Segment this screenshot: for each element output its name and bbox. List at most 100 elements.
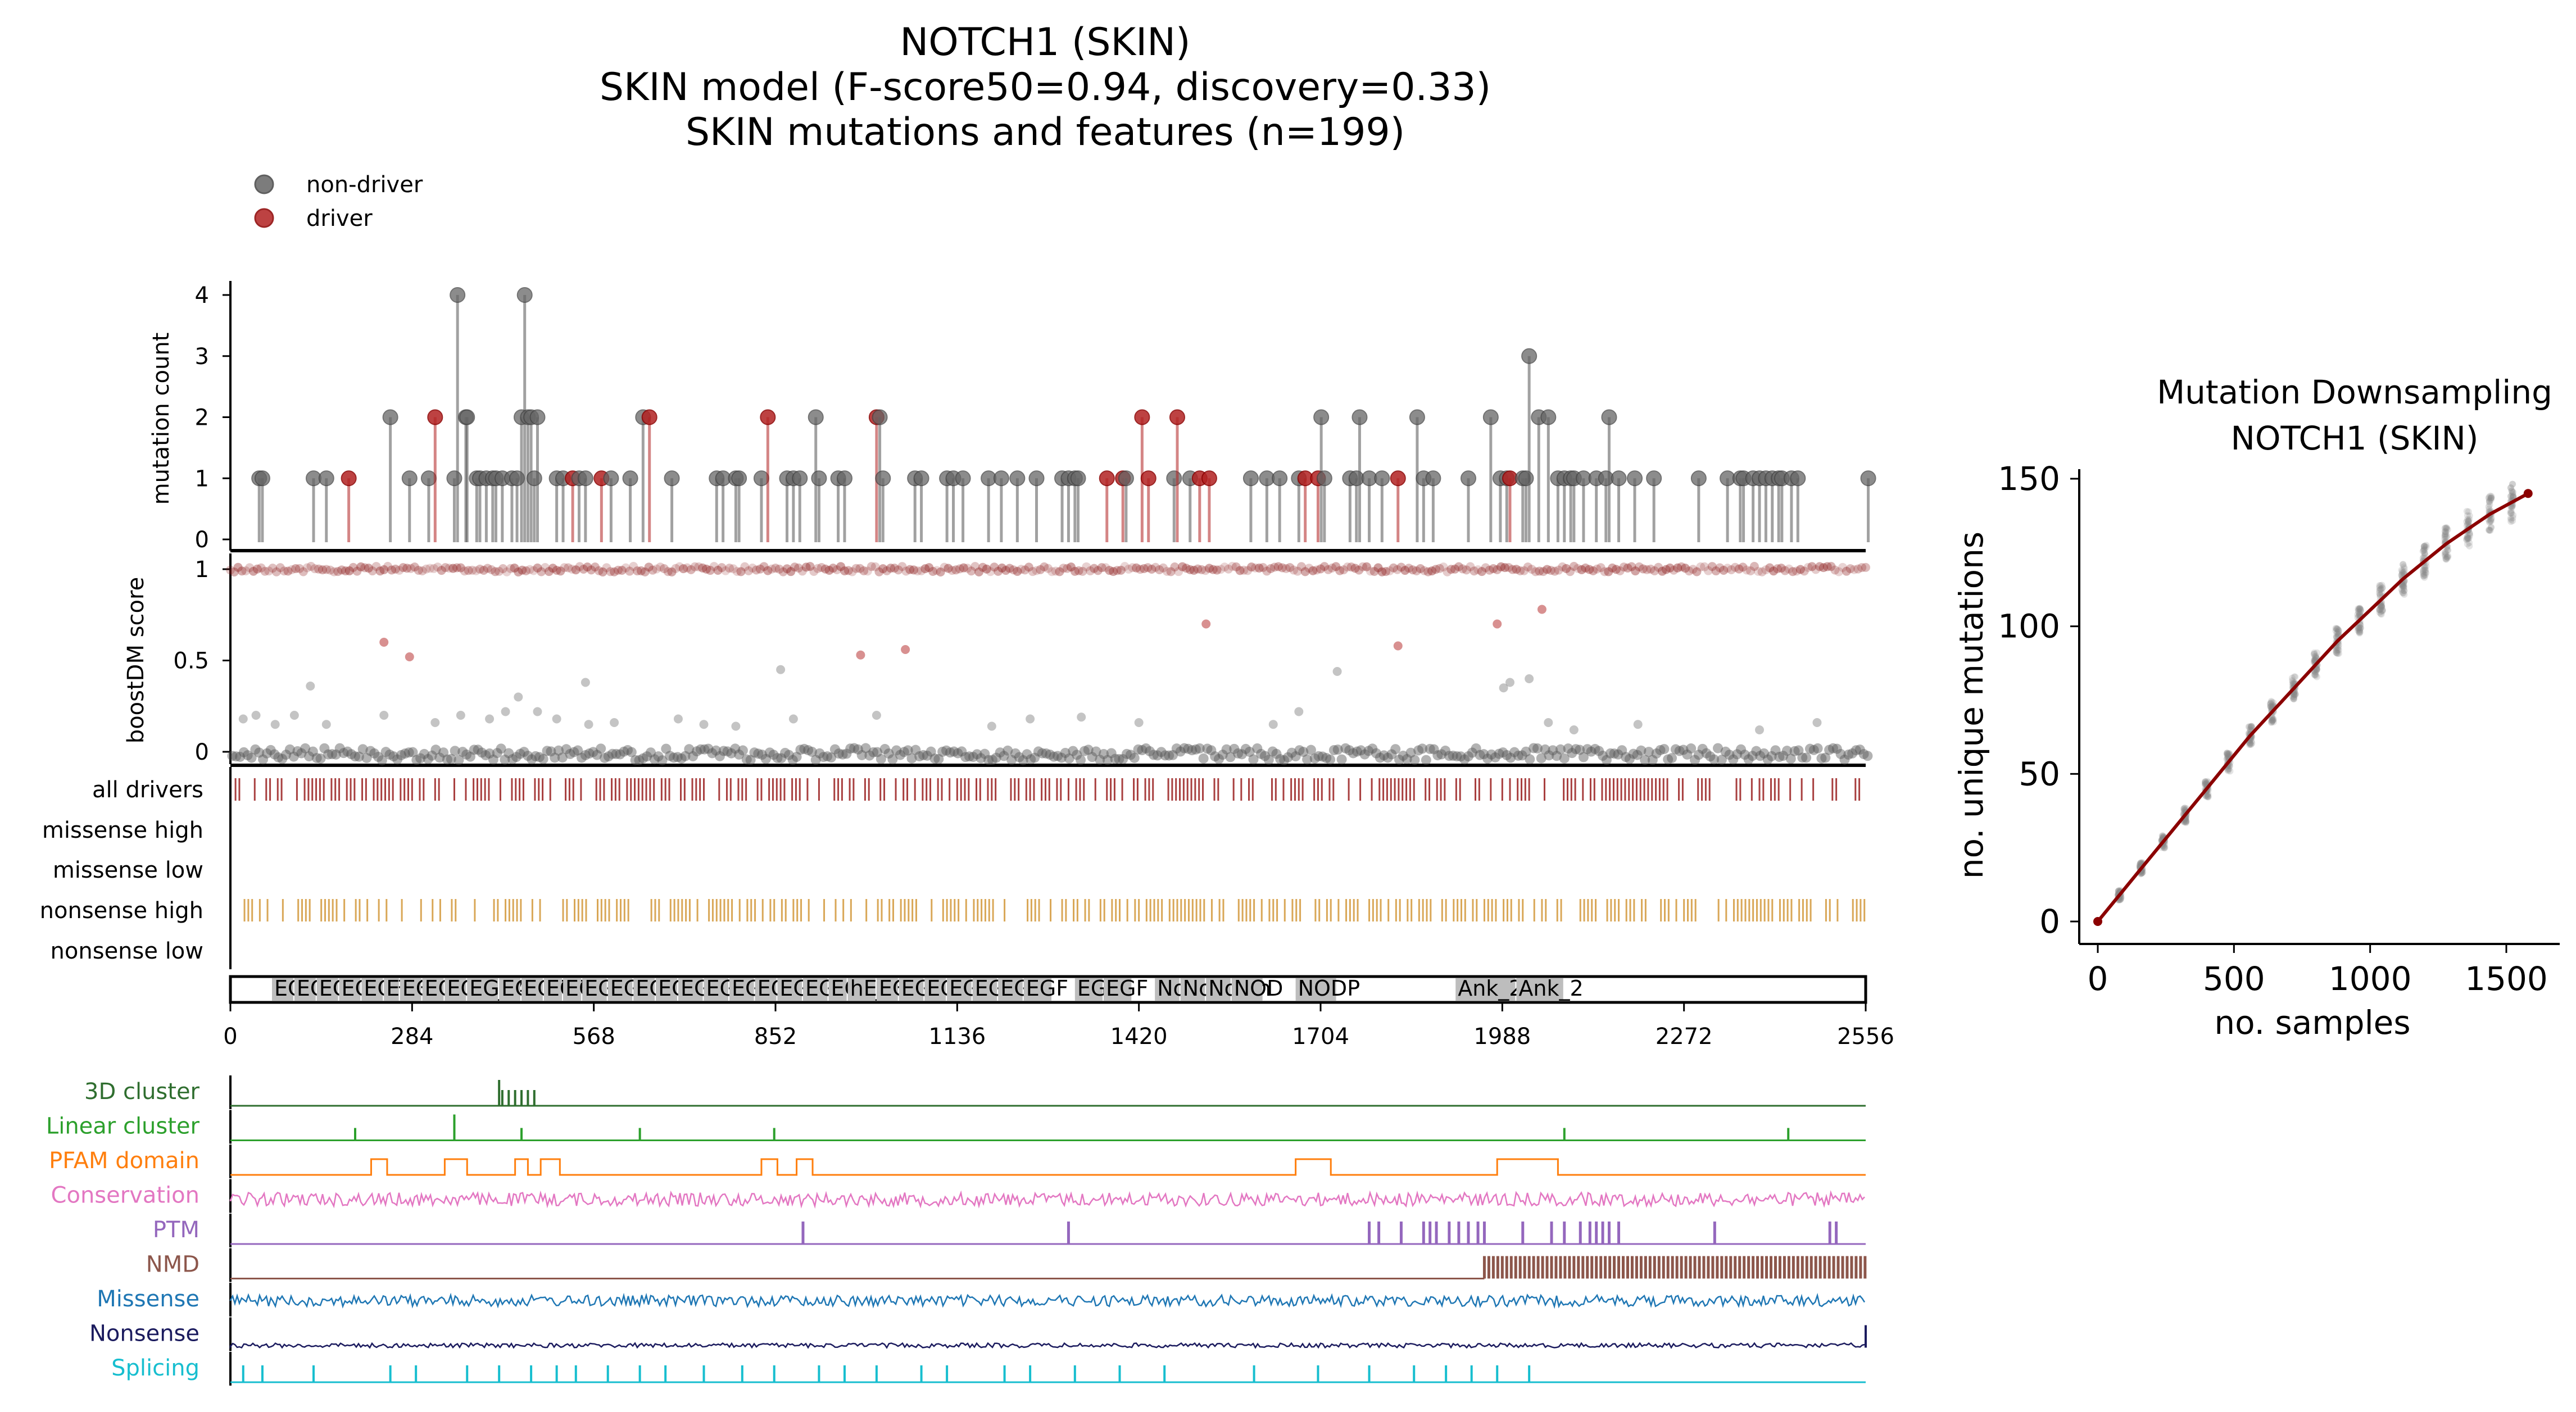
non-driver-score-point [284, 744, 295, 755]
driver-score-point [429, 564, 439, 573]
downsampling-point [2400, 582, 2407, 589]
x-tick-label: 1704 [1292, 1024, 1349, 1050]
non-driver-score-point [1509, 747, 1520, 757]
non-driver-score-point [1567, 748, 1577, 759]
downsampling-point [2377, 610, 2384, 618]
non-driver-score-point [1179, 743, 1190, 753]
non-driver-score-point [914, 751, 925, 762]
driver-score-point [940, 562, 949, 572]
non-driver-score-point [933, 753, 944, 764]
non-driver-score-point [1624, 753, 1635, 764]
non-driver-score-point [737, 745, 748, 756]
x-tick-label: 2272 [1656, 1024, 1713, 1050]
non-driver-score-point [1064, 753, 1074, 764]
x-tick-label: 1000 [2329, 960, 2412, 998]
downsampling-point [2507, 518, 2515, 525]
driver-score-point [1562, 564, 1571, 573]
non-driver-score-point [1413, 745, 1424, 756]
downsampling-point [2311, 652, 2319, 660]
driver-score-point [1795, 565, 1805, 574]
driver-score-point [1021, 565, 1030, 575]
downsampling-point [2464, 535, 2471, 542]
non-driver-score-point [1701, 748, 1712, 759]
non-driver-score-point [361, 753, 372, 764]
domain-box [400, 978, 421, 1001]
non-driver-score-point [538, 753, 548, 764]
downsampling-point [2423, 562, 2430, 570]
domain-box [947, 978, 972, 1001]
domain-box [1295, 978, 1336, 1001]
driver-score-point [832, 565, 842, 574]
driver-score-point [598, 567, 607, 576]
x-tick-label: 852 [754, 1024, 797, 1050]
driver-score-point [1235, 566, 1245, 575]
downsampling-point [2398, 588, 2406, 595]
downsampling-point [2335, 631, 2342, 638]
driver-score-point [1366, 566, 1375, 576]
downsampling-point [2267, 703, 2274, 710]
outlier-point [1525, 674, 1534, 683]
non-driver-score-point [887, 754, 898, 765]
driver-score-point [1749, 562, 1759, 571]
non-driver-score-point [1010, 748, 1021, 759]
non-driver-score-point [1252, 743, 1263, 753]
downsampling-point [2399, 569, 2406, 576]
non-driver-score-point [1808, 744, 1819, 755]
non-driver-score-point [1455, 751, 1466, 762]
non-driver-score-point [1674, 746, 1685, 756]
legend-label: driver [306, 206, 373, 231]
downsampling-point [2508, 509, 2515, 516]
non-driver-score-point [1839, 754, 1850, 765]
non-driver-point [1374, 470, 1390, 487]
driver-score-point [226, 565, 235, 575]
feature-track: PFAM domain [49, 1145, 1866, 1178]
downsampling-point [2486, 498, 2493, 505]
non-driver-score-point [277, 753, 288, 764]
driver-score-point [1776, 564, 1786, 573]
non-driver-score-point [1213, 753, 1224, 764]
driver-score-point [1009, 565, 1018, 575]
driver-score-point [1462, 565, 1471, 575]
non-driver-score-point [1049, 751, 1059, 762]
driver-score-point [990, 562, 999, 572]
non-driver-score-point [1486, 749, 1496, 760]
driver-score-point [1458, 564, 1467, 574]
non-driver-score-point [561, 744, 572, 755]
driver-score-point [468, 565, 477, 575]
outlier-point [379, 711, 389, 720]
mean-line-end [2523, 489, 2533, 498]
non-driver-score-point [384, 750, 395, 760]
driver-score-point [1285, 563, 1295, 573]
downsampling-point [2445, 553, 2452, 561]
driver-score-point [479, 565, 488, 575]
non-driver-point [1242, 470, 1259, 487]
driver-score-point [1696, 562, 1706, 571]
non-driver-score-point [1148, 750, 1159, 760]
driver-score-point [894, 565, 903, 575]
non-driver-score-point [423, 753, 433, 764]
downsampling-point [2248, 724, 2255, 731]
domain-box [1231, 978, 1263, 1001]
driver-score-point [1404, 564, 1414, 573]
driver-score-point [694, 562, 704, 571]
driver-score-point [705, 566, 715, 575]
downsampling-point [2507, 516, 2515, 523]
outlier-point [501, 707, 510, 716]
downsampling-point [2421, 571, 2429, 579]
non-driver-score-point [519, 747, 529, 757]
non-driver-score-point [554, 745, 564, 756]
non-driver-score-point [353, 751, 364, 762]
non-driver-score-point [1056, 752, 1067, 763]
outlier-point [306, 682, 315, 691]
driver-score-point [1109, 567, 1118, 576]
downsampling-point [2486, 519, 2493, 526]
non-driver-score-point [1732, 749, 1743, 760]
non-driver-score-point [1436, 749, 1447, 760]
downsampling-point [2248, 723, 2255, 730]
driver-score-point [1730, 562, 1740, 572]
non-driver-score-point [311, 753, 322, 764]
chart-title-line: Mutation Downsampling [2157, 373, 2552, 411]
driver-score-point [1063, 564, 1072, 573]
driver-score-point [886, 564, 895, 573]
downsampling-point [2441, 532, 2448, 539]
